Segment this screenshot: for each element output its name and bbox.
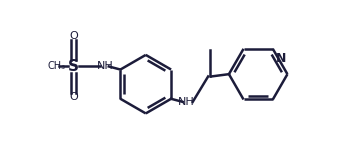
Text: NH: NH: [97, 61, 114, 71]
Text: O: O: [69, 92, 78, 102]
Text: O: O: [69, 31, 78, 41]
Text: N: N: [276, 52, 286, 65]
Text: S: S: [68, 59, 79, 74]
Text: CH₃: CH₃: [48, 61, 66, 71]
Text: NH: NH: [178, 97, 195, 107]
